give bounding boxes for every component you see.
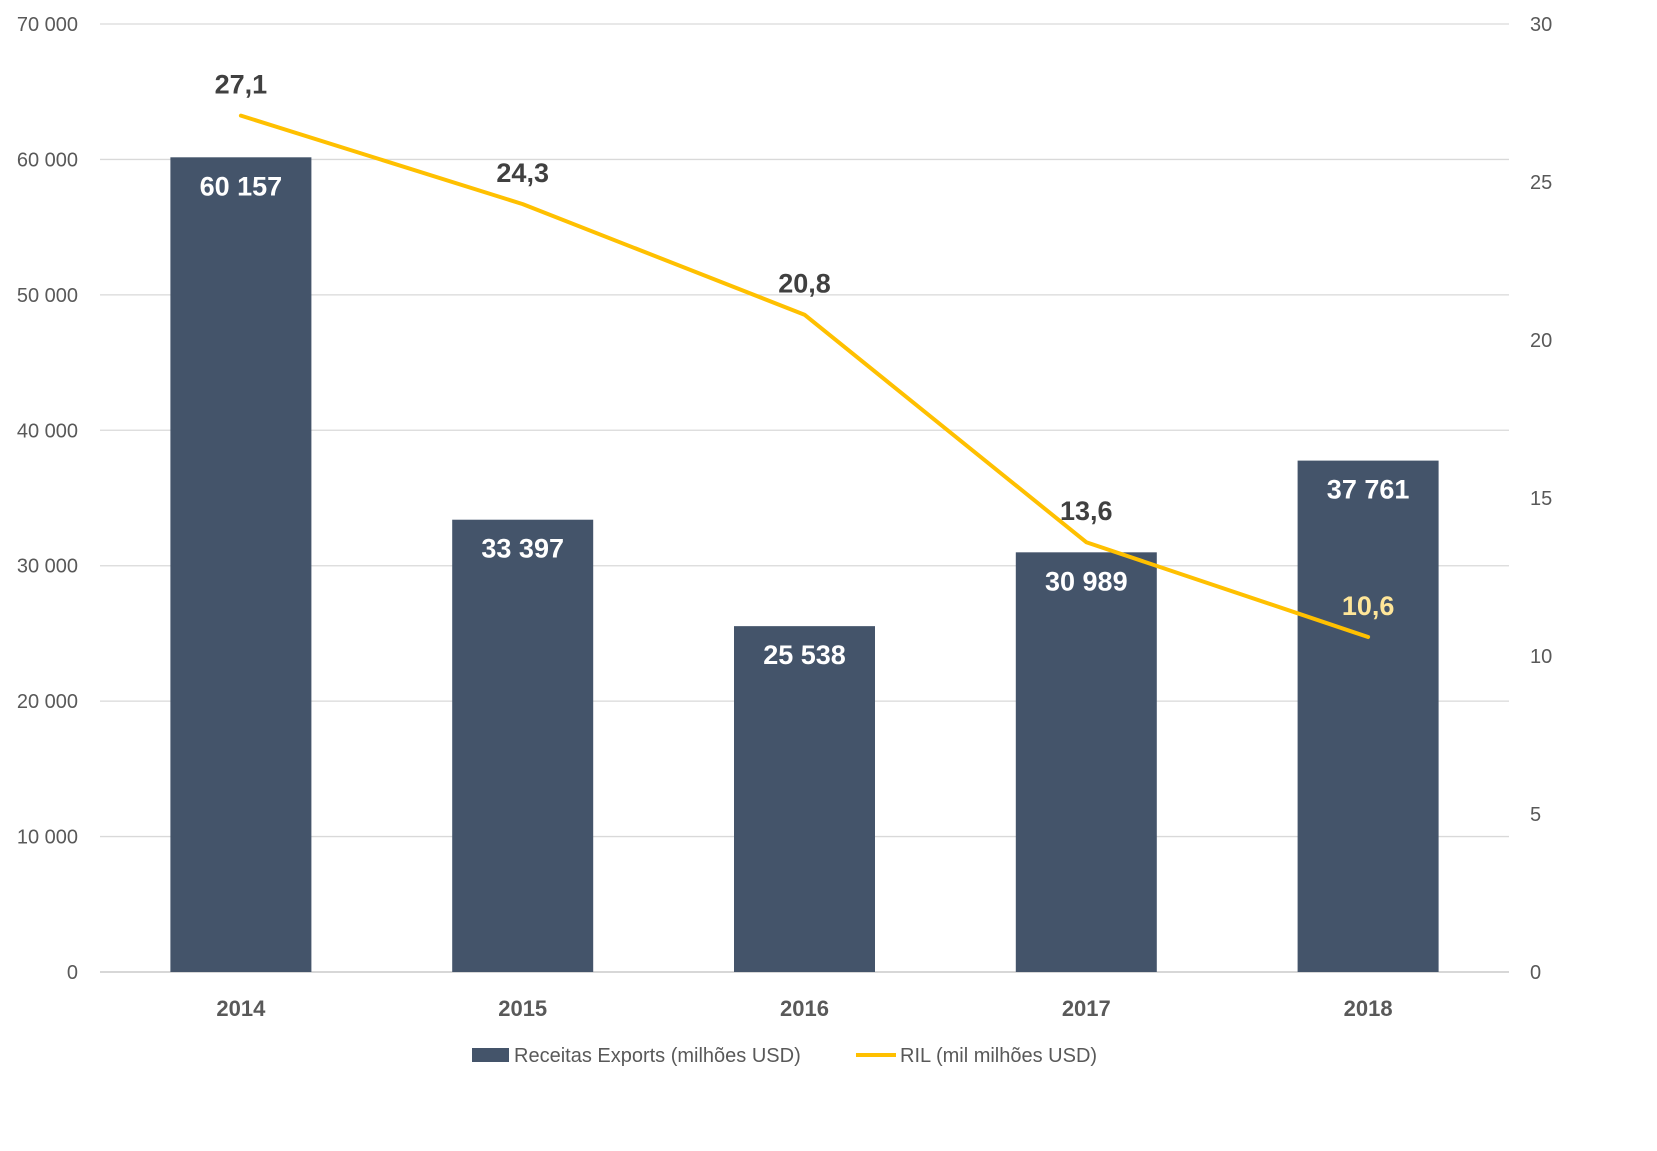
y2-tick-label-30: 30 [1530,14,1552,36]
x-axis-tick-labels: 2014 2015 2016 2017 2018 [216,996,1392,1021]
y-tick-label-70000: 70 000 [17,14,78,36]
legend-swatch-receitas-exports [472,1048,509,1062]
bar-2017 [1015,552,1157,972]
x-tick-label-2015: 2015 [498,996,547,1021]
y-tick-label-0: 0 [67,962,78,984]
y2-tick-label-10: 10 [1530,646,1552,668]
y-tick-label-30000: 30 000 [17,556,78,578]
x-tick-label-2018: 2018 [1344,996,1393,1021]
bar-label-2015: 33 397 [481,534,564,564]
y2-tick-label-15: 15 [1530,488,1552,510]
bar-series [170,157,1439,972]
line-label-2018: 10,6 [1342,591,1395,621]
bar-2016 [734,626,875,972]
right-axis-tick-labels: 0 5 10 15 20 25 30 [1530,14,1552,984]
y-tick-label-60000: 60 000 [17,149,78,171]
line-series [238,113,1371,640]
bar-2014 [170,157,312,972]
bar-2018 [1297,460,1439,972]
line-label-2015: 24,3 [496,158,549,188]
legend-label-receitas-exports: Receitas Exports (milhões USD) [514,1045,801,1067]
x-tick-label-2016: 2016 [780,996,829,1021]
bar-label-2014: 60 157 [200,171,283,201]
bar-label-2018: 37 761 [1327,475,1410,505]
y-tick-label-20000: 20 000 [17,691,78,713]
line-data-labels: 27,1 24,3 20,8 13,6 10,6 [215,70,1395,621]
line-label-2014: 27,1 [215,70,268,100]
left-axis-tick-labels: 0 10 000 20 000 30 000 40 000 50 000 60 000 70 … [17,14,78,984]
y2-tick-label-5: 5 [1530,804,1541,826]
legend: Receitas Exports (milhões USD) RIL (mil … [472,1045,1097,1067]
line-label-2017: 13,6 [1060,496,1113,526]
x-tick-label-2017: 2017 [1062,996,1111,1021]
y-tick-label-40000: 40 000 [17,420,78,442]
y2-tick-label-20: 20 [1530,330,1552,352]
y-tick-label-50000: 50 000 [17,285,78,307]
ril-line [238,113,1371,640]
bar-label-2016: 25 538 [763,640,846,670]
bar-2015 [452,519,594,972]
bar-data-labels: 60 157 33 397 25 538 30 989 37 761 [200,171,1410,670]
x-tick-label-2014: 2014 [216,996,266,1021]
line-label-2016: 20,8 [778,269,831,299]
legend-label-ril: RIL (mil milhões USD) [900,1045,1097,1067]
y-tick-label-10000: 10 000 [17,827,78,849]
bar-label-2017: 30 989 [1045,566,1128,596]
y2-tick-label-25: 25 [1530,172,1552,194]
y2-tick-label-0: 0 [1530,962,1541,984]
